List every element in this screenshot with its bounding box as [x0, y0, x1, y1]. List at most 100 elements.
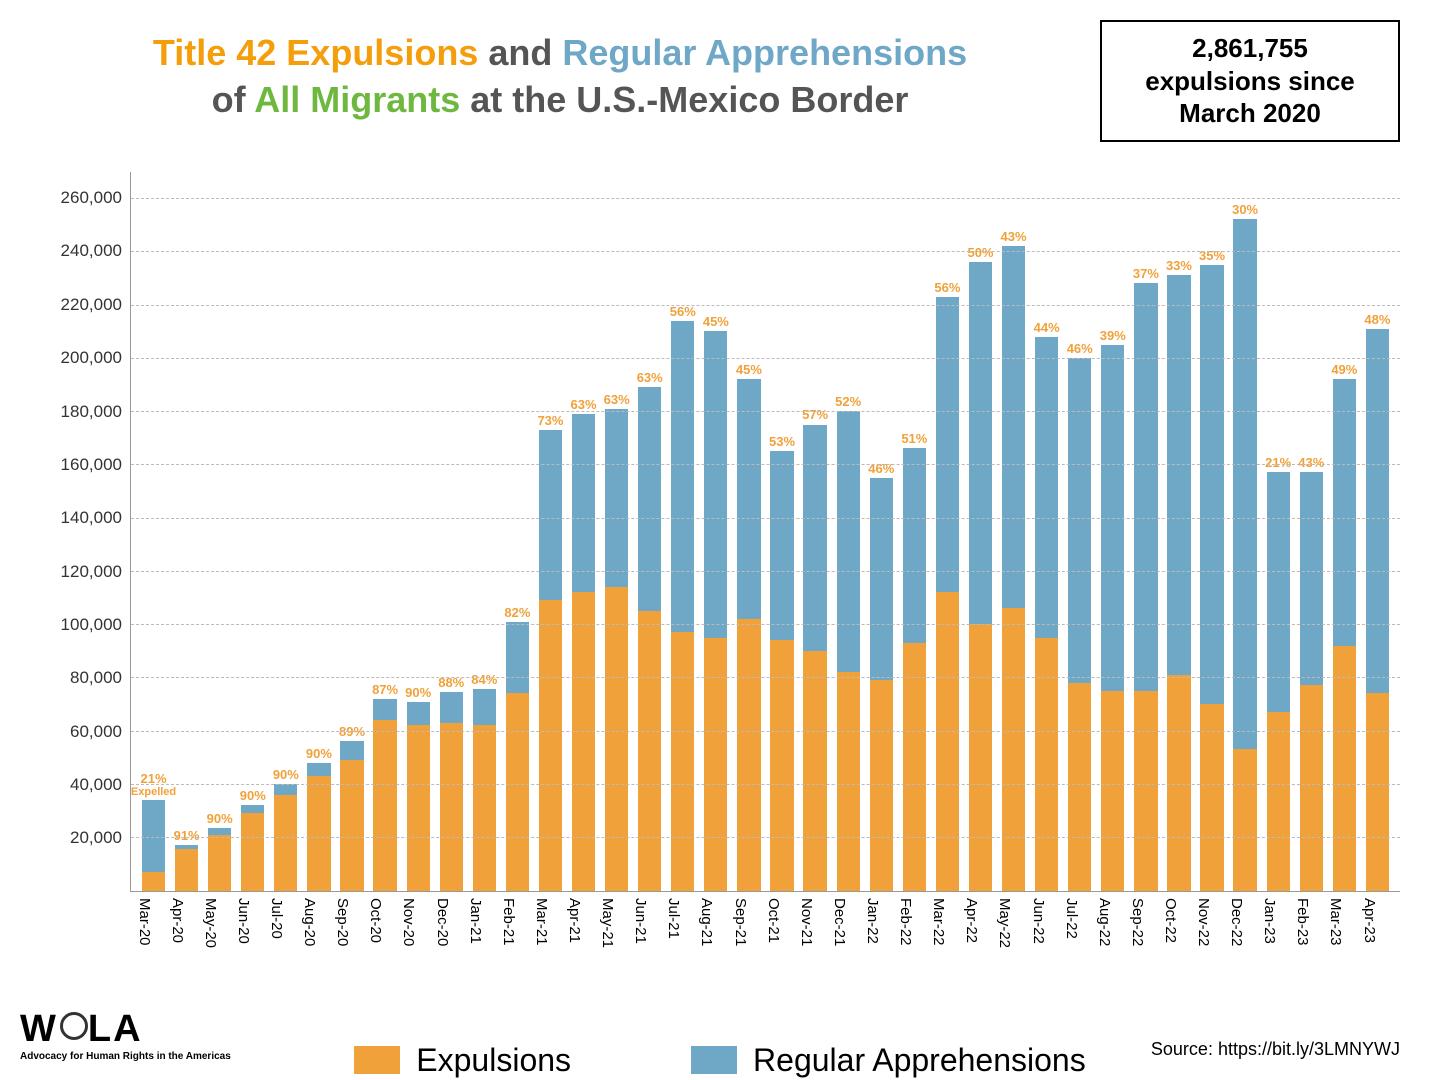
bar: 90% [203, 172, 236, 891]
legend-item: Expulsions [354, 1042, 571, 1079]
bar-segment-expulsions [208, 835, 231, 891]
bar-segment-expulsions [506, 693, 529, 890]
x-tick-label: May-20 [202, 898, 219, 948]
x-tick-label: Jul-22 [1063, 898, 1080, 939]
x-tick-label: Nov-20 [400, 898, 417, 946]
logo: WLA Advocacy for Human Rights in the Ame… [20, 1008, 231, 1062]
bar-segment-expulsions [1267, 712, 1290, 890]
bar-segment-apprehensions [506, 622, 529, 694]
bar-segment-apprehensions [274, 784, 297, 795]
bar: 45% [732, 172, 765, 891]
bar-segment-apprehensions [903, 448, 926, 642]
x-tick-label: Nov-21 [798, 898, 815, 946]
bar-pct-label: 33% [1166, 258, 1192, 273]
callout-line2: expulsions since [1122, 65, 1378, 98]
bar: 43% [1295, 172, 1328, 891]
x-tick-label: Oct-22 [1162, 898, 1179, 943]
legend-label: Expulsions [416, 1042, 571, 1079]
bar-segment-expulsions [1366, 693, 1389, 890]
y-tick-label: 140,000 [61, 508, 122, 528]
bar-pct-label: 91% [174, 828, 200, 843]
bar: 49% [1328, 172, 1361, 891]
bar-segment-apprehensions [340, 741, 363, 760]
bar-segment-apprehensions [1002, 246, 1025, 608]
bar-segment-apprehensions [870, 478, 893, 680]
x-tick-label: Aug-21 [698, 898, 715, 946]
x-tick-label: Sep-22 [1129, 898, 1146, 946]
bar-pct-label: 39% [1100, 328, 1126, 343]
x-tick-label: Jan-21 [467, 898, 484, 944]
bar-segment-expulsions [274, 795, 297, 891]
bar-segment-apprehensions [1167, 275, 1190, 674]
x-tick-label: Jun-22 [1030, 898, 1047, 944]
y-tick-label: 20,000 [70, 828, 122, 848]
logo-tagline: Advocacy for Human Rights in the America… [20, 1051, 231, 1062]
bar-pct-label: 90% [405, 685, 431, 700]
bar: 30% [1229, 172, 1262, 891]
bar-segment-expulsions [737, 619, 760, 891]
bar: 52% [832, 172, 865, 891]
bar: 56% [931, 172, 964, 891]
bar-pct-label: 82% [504, 605, 530, 620]
bar-pct-label: 56% [670, 304, 696, 319]
bar-segment-apprehensions [373, 699, 396, 720]
bar-segment-expulsions [373, 720, 396, 890]
bar: 90% [269, 172, 302, 891]
stacked-bar-chart: 20,00040,00060,00080,000100,000120,00014… [40, 172, 1400, 892]
bar-segment-expulsions [175, 849, 198, 890]
bar-pct-label: 90% [207, 811, 233, 826]
bar-pct-label: 90% [273, 767, 299, 782]
bar-segment-apprehensions [307, 763, 330, 776]
x-tick-label: Oct-21 [765, 898, 782, 943]
bar-segment-expulsions [241, 813, 264, 890]
x-tick-label: Dec-21 [831, 898, 848, 946]
bar-pct-label: 45% [736, 362, 762, 377]
x-tick-label: Jun-20 [235, 898, 252, 944]
callout-value: 2,861,755 [1122, 32, 1378, 65]
bar-segment-expulsions [936, 592, 959, 890]
x-tick-label: Apr-23 [1361, 898, 1378, 943]
bar-segment-expulsions [440, 723, 463, 891]
bar: 43% [997, 172, 1030, 891]
bar-segment-apprehensions [1267, 472, 1290, 712]
x-tick-label: Feb-21 [500, 898, 517, 946]
x-axis: Mar-20Apr-20May-20Jun-20Jul-20Aug-20Sep-… [130, 892, 1400, 962]
bar-pct-label: 45% [703, 314, 729, 329]
bar-pct-label: 90% [240, 788, 266, 803]
bar-segment-expulsions [1233, 749, 1256, 890]
bar-segment-expulsions [539, 600, 562, 890]
bar-segment-expulsions [1101, 691, 1124, 891]
bar-pct-label: 63% [604, 392, 630, 407]
bar-pct-label: 43% [1001, 229, 1027, 244]
bar-segment-apprehensions [473, 689, 496, 725]
bar-segment-expulsions [1134, 691, 1157, 891]
x-tick-label: Dec-22 [1228, 898, 1245, 946]
y-tick-label: 120,000 [61, 562, 122, 582]
bar: 82% [501, 172, 534, 891]
bar-segment-apprehensions [1134, 283, 1157, 690]
bar: 91% [170, 172, 203, 891]
chart-title: Title 42 Expulsions and Regular Apprehen… [40, 20, 1080, 124]
bar: 44% [1030, 172, 1063, 891]
bar-segment-apprehensions [704, 331, 727, 637]
bar-segment-apprehensions [969, 262, 992, 624]
bar-segment-expulsions [1068, 683, 1091, 891]
bar-pct-label: 51% [901, 431, 927, 446]
bar-segment-apprehensions [837, 411, 860, 672]
bar-segment-expulsions [142, 872, 165, 891]
bar-segment-expulsions [572, 592, 595, 890]
x-tick-label: Jan-23 [1261, 898, 1278, 944]
bar: 53% [765, 172, 798, 891]
bar-pct-label: 37% [1133, 266, 1159, 281]
x-tick-label: Jul-20 [268, 898, 285, 939]
y-tick-label: 100,000 [61, 615, 122, 635]
bar: 90% [302, 172, 335, 891]
bar-pct-label: 56% [934, 280, 960, 295]
bar: 57% [799, 172, 832, 891]
plot-area: 21%Expelled91%90%90%90%90%89%87%90%88%84… [130, 172, 1400, 892]
bar-pct-label: 52% [835, 394, 861, 409]
bar-pct-label: 53% [769, 434, 795, 449]
x-tick-label: Aug-22 [1096, 898, 1113, 946]
bar-segment-expulsions [903, 643, 926, 891]
y-tick-label: 60,000 [70, 722, 122, 742]
